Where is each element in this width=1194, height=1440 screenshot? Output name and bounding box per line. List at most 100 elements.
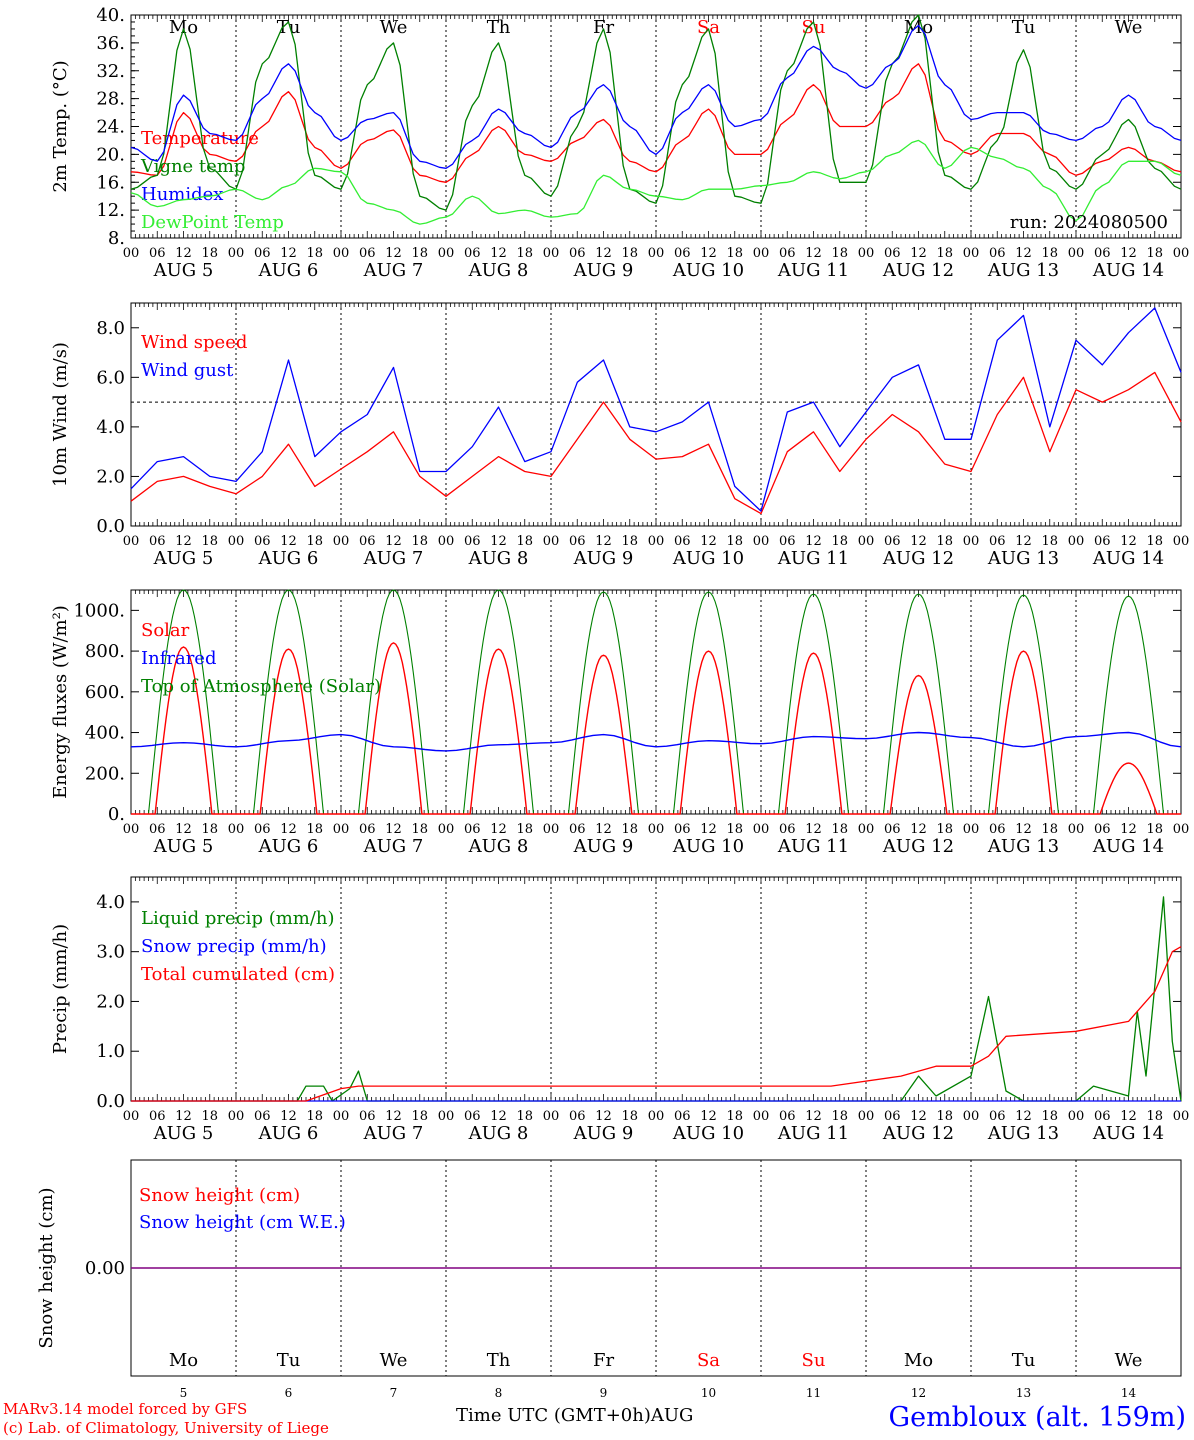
weekday-label-top: Mo bbox=[904, 17, 933, 38]
lab-credit-line: (c) Lab. of Climatology, University of L… bbox=[3, 1419, 329, 1437]
legend-wind-gust: Wind gust bbox=[141, 360, 234, 381]
panel-4-date-label: AUG 6 bbox=[258, 1123, 319, 1144]
legend-liquid-precip: Liquid precip (mm/h) bbox=[141, 908, 335, 929]
panel-3-hour-label: 18 bbox=[201, 822, 218, 837]
panel-3-hour-label: 12 bbox=[595, 822, 612, 837]
day-number-label: 14 bbox=[1121, 1386, 1137, 1400]
panel-1-hour-label: 00 bbox=[753, 246, 770, 261]
panel-3-hour-label: 12 bbox=[1015, 822, 1032, 837]
panel-2-hour-label: 06 bbox=[569, 534, 586, 549]
panel-4-ytick-label: 4.0 bbox=[96, 892, 125, 913]
panel-4-hour-label: 00 bbox=[858, 1109, 875, 1124]
panel-2-hour-label: 06 bbox=[254, 534, 271, 549]
panel-4-date-label: AUG 9 bbox=[573, 1123, 634, 1144]
panel-4-ytick-label: 2.0 bbox=[96, 991, 125, 1012]
panel-3-hour-label: 06 bbox=[569, 822, 586, 837]
infrared-line bbox=[130, 731, 1182, 752]
weekday-label-bottom: Fr bbox=[593, 1350, 614, 1371]
day-number-label: 7 bbox=[390, 1386, 398, 1400]
panel-2-hour-label: 18 bbox=[621, 534, 638, 549]
panel-1-date-label: AUG 8 bbox=[468, 260, 529, 281]
panel-1-hour-label: 12 bbox=[490, 246, 507, 261]
day-number-label: 6 bbox=[285, 1386, 293, 1400]
panel-3-hour-label: 00 bbox=[963, 822, 980, 837]
panel-2-ytick-label: 8.0 bbox=[96, 318, 125, 339]
panel-1-hour-label: 06 bbox=[779, 246, 796, 261]
panel-2-hour-label: 12 bbox=[280, 534, 297, 549]
panel-2-hour-label: 00 bbox=[753, 534, 770, 549]
model-credit-line: MARv3.14 model forced by GFS bbox=[3, 1400, 248, 1418]
panel-1-hour-label: 18 bbox=[621, 246, 638, 261]
panel-2-date-label: AUG 7 bbox=[363, 548, 424, 569]
panel-4-hour-label: 06 bbox=[674, 1109, 691, 1124]
panel-3-hour-label: 06 bbox=[149, 822, 166, 837]
legend-humidex: Humidex bbox=[141, 184, 223, 205]
panel-4-hour-label: 00 bbox=[543, 1109, 560, 1124]
panel-4-hour-label: 00 bbox=[333, 1109, 350, 1124]
weekday-label-bottom: Mo bbox=[169, 1350, 198, 1371]
panel-3-hour-label: 00 bbox=[123, 822, 140, 837]
legend-temperature: Temperature bbox=[141, 128, 259, 149]
wind-gust-line bbox=[130, 307, 1182, 512]
panel-1-hour-label: 18 bbox=[1146, 246, 1163, 261]
panel-2-hour-label: 00 bbox=[858, 534, 875, 549]
wind-speed-line bbox=[130, 371, 1182, 515]
panel-4-hour-label: 12 bbox=[1120, 1109, 1137, 1124]
panel-2-hour-label: 00 bbox=[543, 534, 560, 549]
panel-1-ytick-label: 16. bbox=[96, 172, 125, 193]
station-name: Gembloux (alt. 159m) bbox=[888, 1402, 1186, 1433]
panel-3-hour-label: 06 bbox=[359, 822, 376, 837]
panel-1-date-label: AUG 10 bbox=[672, 260, 744, 281]
panel-4-hour-label: 12 bbox=[1015, 1109, 1032, 1124]
panel-3-date-label: AUG 12 bbox=[882, 836, 954, 857]
panel-4-hour-label: 12 bbox=[175, 1109, 192, 1124]
panel-3-hour-label: 00 bbox=[648, 822, 665, 837]
panel-3-hour-label: 00 bbox=[333, 822, 350, 837]
dewpoint-line bbox=[130, 139, 1182, 225]
weekday-label-bottom: Tu bbox=[1012, 1350, 1036, 1371]
panel-1-hour-label: 06 bbox=[884, 246, 901, 261]
panel-3-hour-label: 18 bbox=[726, 822, 743, 837]
panel-4-hour-label: 18 bbox=[411, 1109, 428, 1124]
panel-2-ytick-label: 2.0 bbox=[96, 466, 125, 487]
panel-3-hour-label: 06 bbox=[464, 822, 481, 837]
panel-2-hour-label: 06 bbox=[674, 534, 691, 549]
panel-4-hour-label: 18 bbox=[726, 1109, 743, 1124]
panel-2-hour-label: 06 bbox=[989, 534, 1006, 549]
panel-3-hour-label: 18 bbox=[516, 822, 533, 837]
panel-3-hour-label: 12 bbox=[385, 822, 402, 837]
panel-4-hour-label: 00 bbox=[1173, 1109, 1190, 1124]
panel-3-hour-label: 12 bbox=[700, 822, 717, 837]
panel-1-hour-label: 06 bbox=[674, 246, 691, 261]
panel-1-hour-label: 18 bbox=[1041, 246, 1058, 261]
panel-1-date-label: AUG 7 bbox=[363, 260, 424, 281]
run-annotation: run: 2024080500 bbox=[1010, 212, 1168, 233]
panel-2-hour-label: 06 bbox=[464, 534, 481, 549]
panel-2-hour-label: 12 bbox=[805, 534, 822, 549]
panel-1-hour-label: 00 bbox=[123, 246, 140, 261]
panel-3-hour-label: 12 bbox=[1120, 822, 1137, 837]
legend-total-cumulated: Total cumulated (cm) bbox=[141, 964, 335, 985]
panel-4-hour-label: 06 bbox=[884, 1109, 901, 1124]
panel-2-hour-label: 00 bbox=[333, 534, 350, 549]
panel-4-hour-label: 00 bbox=[1068, 1109, 1085, 1124]
panel-1-ytick-label: 40. bbox=[96, 5, 125, 26]
panel-2-hour-label: 12 bbox=[1015, 534, 1032, 549]
panel-1-hour-label: 18 bbox=[201, 246, 218, 261]
panel-3-hour-label: 12 bbox=[175, 822, 192, 837]
panel-1-date-label: AUG 6 bbox=[258, 260, 319, 281]
weekday-label-top: We bbox=[380, 17, 408, 38]
panel-4-hour-label: 00 bbox=[963, 1109, 980, 1124]
panel-1-hour-label: 00 bbox=[1173, 246, 1190, 261]
panel-2-date-label: AUG 13 bbox=[987, 548, 1059, 569]
panel-3-hour-label: 00 bbox=[1068, 822, 1085, 837]
panel-4-hour-label: 00 bbox=[753, 1109, 770, 1124]
panel-3-date-label: AUG 9 bbox=[573, 836, 634, 857]
panel-4-hour-label: 06 bbox=[779, 1109, 796, 1124]
panel-3-hour-label: 06 bbox=[254, 822, 271, 837]
weekday-label-bottom: Su bbox=[802, 1350, 826, 1371]
panel-1-hour-label: 12 bbox=[1015, 246, 1032, 261]
panel-3-hour-label: 00 bbox=[438, 822, 455, 837]
panel-3-hour-label: 00 bbox=[543, 822, 560, 837]
panel-3-date-label: AUG 11 bbox=[777, 836, 849, 857]
